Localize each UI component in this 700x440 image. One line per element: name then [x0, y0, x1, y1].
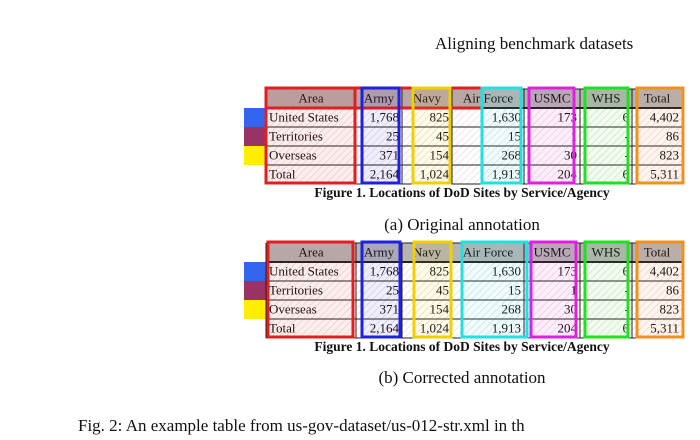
header-cell: Total [644, 90, 671, 105]
table-cell: 2,164 [370, 320, 400, 335]
annotation-box [360, 240, 402, 339]
table-cell: 6 [623, 109, 630, 124]
table-cell: 823 [660, 301, 680, 316]
color-swatch [244, 127, 266, 146]
panel: Area Army Navy Air Force USMC WHS Total United … [244, 240, 685, 387]
table-cell: 204 [558, 320, 578, 335]
table-cell: 86 [666, 128, 680, 143]
color-swatch [244, 108, 266, 127]
header-cell: Army [364, 90, 395, 105]
header-cell: Navy [413, 90, 442, 105]
annotation-box [527, 86, 576, 185]
figure-caption: Fig. 2: An example table from us-gov-dat… [78, 416, 525, 435]
table-cell: 1 [571, 282, 578, 297]
table-cell: 371 [380, 301, 400, 316]
header-cell: WHS [592, 244, 621, 259]
color-swatch [244, 281, 266, 300]
table-cell: United States [269, 263, 339, 278]
annotation-box [529, 240, 578, 339]
table-cell: 15 [508, 128, 521, 143]
table-cell: 173 [558, 263, 578, 278]
table-cell: United States [269, 109, 339, 124]
table-cell: 5,311 [650, 320, 679, 335]
table-cell: 371 [380, 147, 400, 162]
header-cell: Army [364, 244, 395, 259]
header-cell: Navy [413, 244, 442, 259]
table-cell: 1,768 [370, 109, 399, 124]
table-cell: 6 [623, 263, 630, 278]
table-cell: 173 [558, 109, 578, 124]
table-cell: Overseas [269, 301, 317, 316]
table-caption: Figure 1. Locations of DoD Sites by Serv… [314, 185, 609, 200]
table-cell: 2,164 [370, 166, 400, 181]
table-cell: Total [269, 320, 296, 335]
header-cell: Air Force [463, 90, 513, 105]
header-cell: Area [298, 244, 323, 259]
color-swatch [244, 262, 266, 281]
subcaption: (b) Corrected annotation [378, 368, 546, 387]
annotation-box [412, 240, 453, 339]
table-caption: Figure 1. Locations of DoD Sites by Serv… [314, 339, 609, 354]
annotation-box [480, 86, 523, 185]
table-cell: 6 [623, 320, 630, 335]
color-swatch [244, 146, 266, 165]
annotation-box [460, 240, 529, 339]
header-cell: USMC [534, 244, 571, 259]
table-cell: 1,913 [492, 320, 521, 335]
table-cell: 154 [430, 147, 450, 162]
table-cell: 825 [430, 263, 450, 278]
table-cell: 15 [508, 282, 521, 297]
table-cell: 86 [666, 282, 680, 297]
header-cell: WHS [592, 90, 621, 105]
table-cell: 268 [502, 301, 522, 316]
subcaption: (a) Original annotation [384, 215, 540, 234]
table-cell: 1,913 [492, 166, 521, 181]
annotation-box [266, 240, 355, 339]
annotation-box [635, 240, 685, 339]
annotation-box [264, 86, 357, 185]
table-cell: Territories [269, 128, 323, 143]
table-cell: 154 [430, 301, 450, 316]
table-cell: 1,024 [420, 166, 450, 181]
table-cell: 25 [386, 128, 399, 143]
panel: Area Army Navy Air Force USMC WHS Total United … [244, 86, 685, 234]
table-cell: 45 [436, 128, 449, 143]
annotation-box [360, 86, 401, 185]
header-cell: Area [298, 90, 323, 105]
table-cell: 4,402 [650, 263, 679, 278]
annotation-box [583, 86, 630, 185]
color-swatch [244, 300, 266, 319]
table-cell: Territories [269, 282, 323, 297]
table-cell: 1,630 [492, 109, 521, 124]
table-cell: 45 [436, 282, 449, 297]
table-cell: 6 [623, 166, 630, 181]
table-cell: 1,768 [370, 263, 399, 278]
annotation-box [583, 240, 630, 339]
hatch [266, 243, 682, 338]
table-cell: 825 [430, 109, 450, 124]
table-cell: 1,630 [492, 263, 521, 278]
header-cell: USMC [534, 90, 571, 105]
table-cell: 4,402 [650, 109, 679, 124]
table-cell: 30 [564, 301, 577, 316]
annotation-box [411, 86, 452, 185]
table-cell: Overseas [269, 147, 317, 162]
table-cell: 823 [660, 147, 680, 162]
hatch [266, 89, 682, 184]
table-cell: 1,024 [420, 320, 450, 335]
header-cell: Total [644, 244, 671, 259]
table-cell: Total [269, 166, 296, 181]
annotation-box [635, 86, 685, 185]
running-title: Aligning benchmark datasets [435, 34, 633, 53]
table-cell: 268 [502, 147, 522, 162]
table-cell: 5,311 [650, 166, 679, 181]
table-cell: 25 [386, 282, 399, 297]
header-cell: Air Force [463, 244, 513, 259]
